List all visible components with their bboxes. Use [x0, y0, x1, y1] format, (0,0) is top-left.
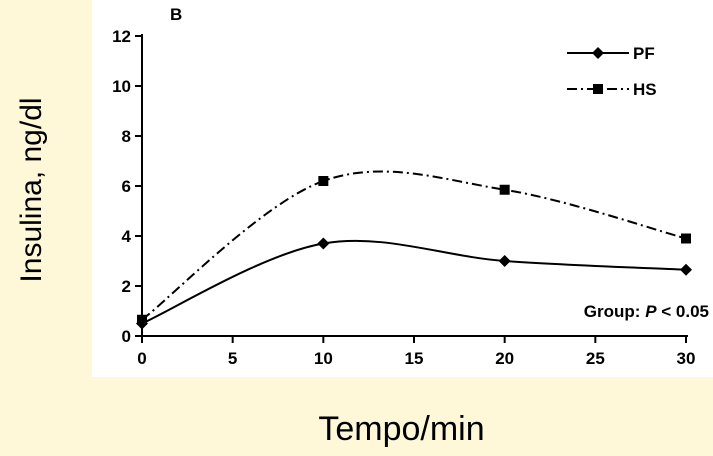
group-significance-annotation: Group: P < 0.05 — [584, 302, 709, 321]
y-axis-title-text: Insulina, ng/dl — [15, 97, 48, 283]
legend-marker-hs — [593, 84, 603, 94]
y-tick-label: 2 — [122, 277, 131, 296]
data-point-hs — [137, 314, 147, 325]
y-tick-label: 4 — [122, 227, 132, 246]
data-point-hs — [681, 233, 691, 244]
series-line-pf — [141, 239, 687, 325]
x-axis-title: Tempo/min — [318, 410, 485, 448]
y-tick-label: 10 — [112, 77, 131, 96]
data-point-hs — [318, 176, 329, 186]
x-tick-label: 30 — [677, 349, 696, 368]
x-tick-label: 25 — [586, 349, 605, 368]
y-tick-label: 0 — [122, 327, 131, 346]
y-tick-label: 6 — [122, 177, 131, 196]
data-point-pf — [317, 237, 330, 250]
y-tick-label: 8 — [122, 127, 131, 146]
x-tick-label: 0 — [137, 349, 146, 368]
data-point-hs — [499, 184, 510, 195]
x-tick-label: 5 — [228, 349, 237, 368]
chart-svg: 0 2 4 6 8 10 12 0 5 10 15 20 25 30 B PF HS Group: P < 0.0… — [112, 5, 709, 368]
legend-label-hs: HS — [633, 80, 657, 99]
series-line-hs — [141, 170, 687, 321]
legend-marker-pf — [592, 47, 604, 59]
legend-label-pf: PF — [633, 44, 655, 63]
x-tick-label: 20 — [495, 349, 514, 368]
chart-panel: 0 2 4 6 8 10 12 0 5 10 15 20 25 30 B PF HS Group: P < 0.0… — [92, 0, 713, 377]
data-point-pf — [498, 255, 511, 267]
x-tick-label: 10 — [314, 349, 333, 368]
panel-letter: B — [170, 5, 182, 24]
y-tick-label: 12 — [112, 27, 131, 46]
x-tick-label: 15 — [405, 349, 424, 368]
data-point-pf — [680, 263, 692, 276]
